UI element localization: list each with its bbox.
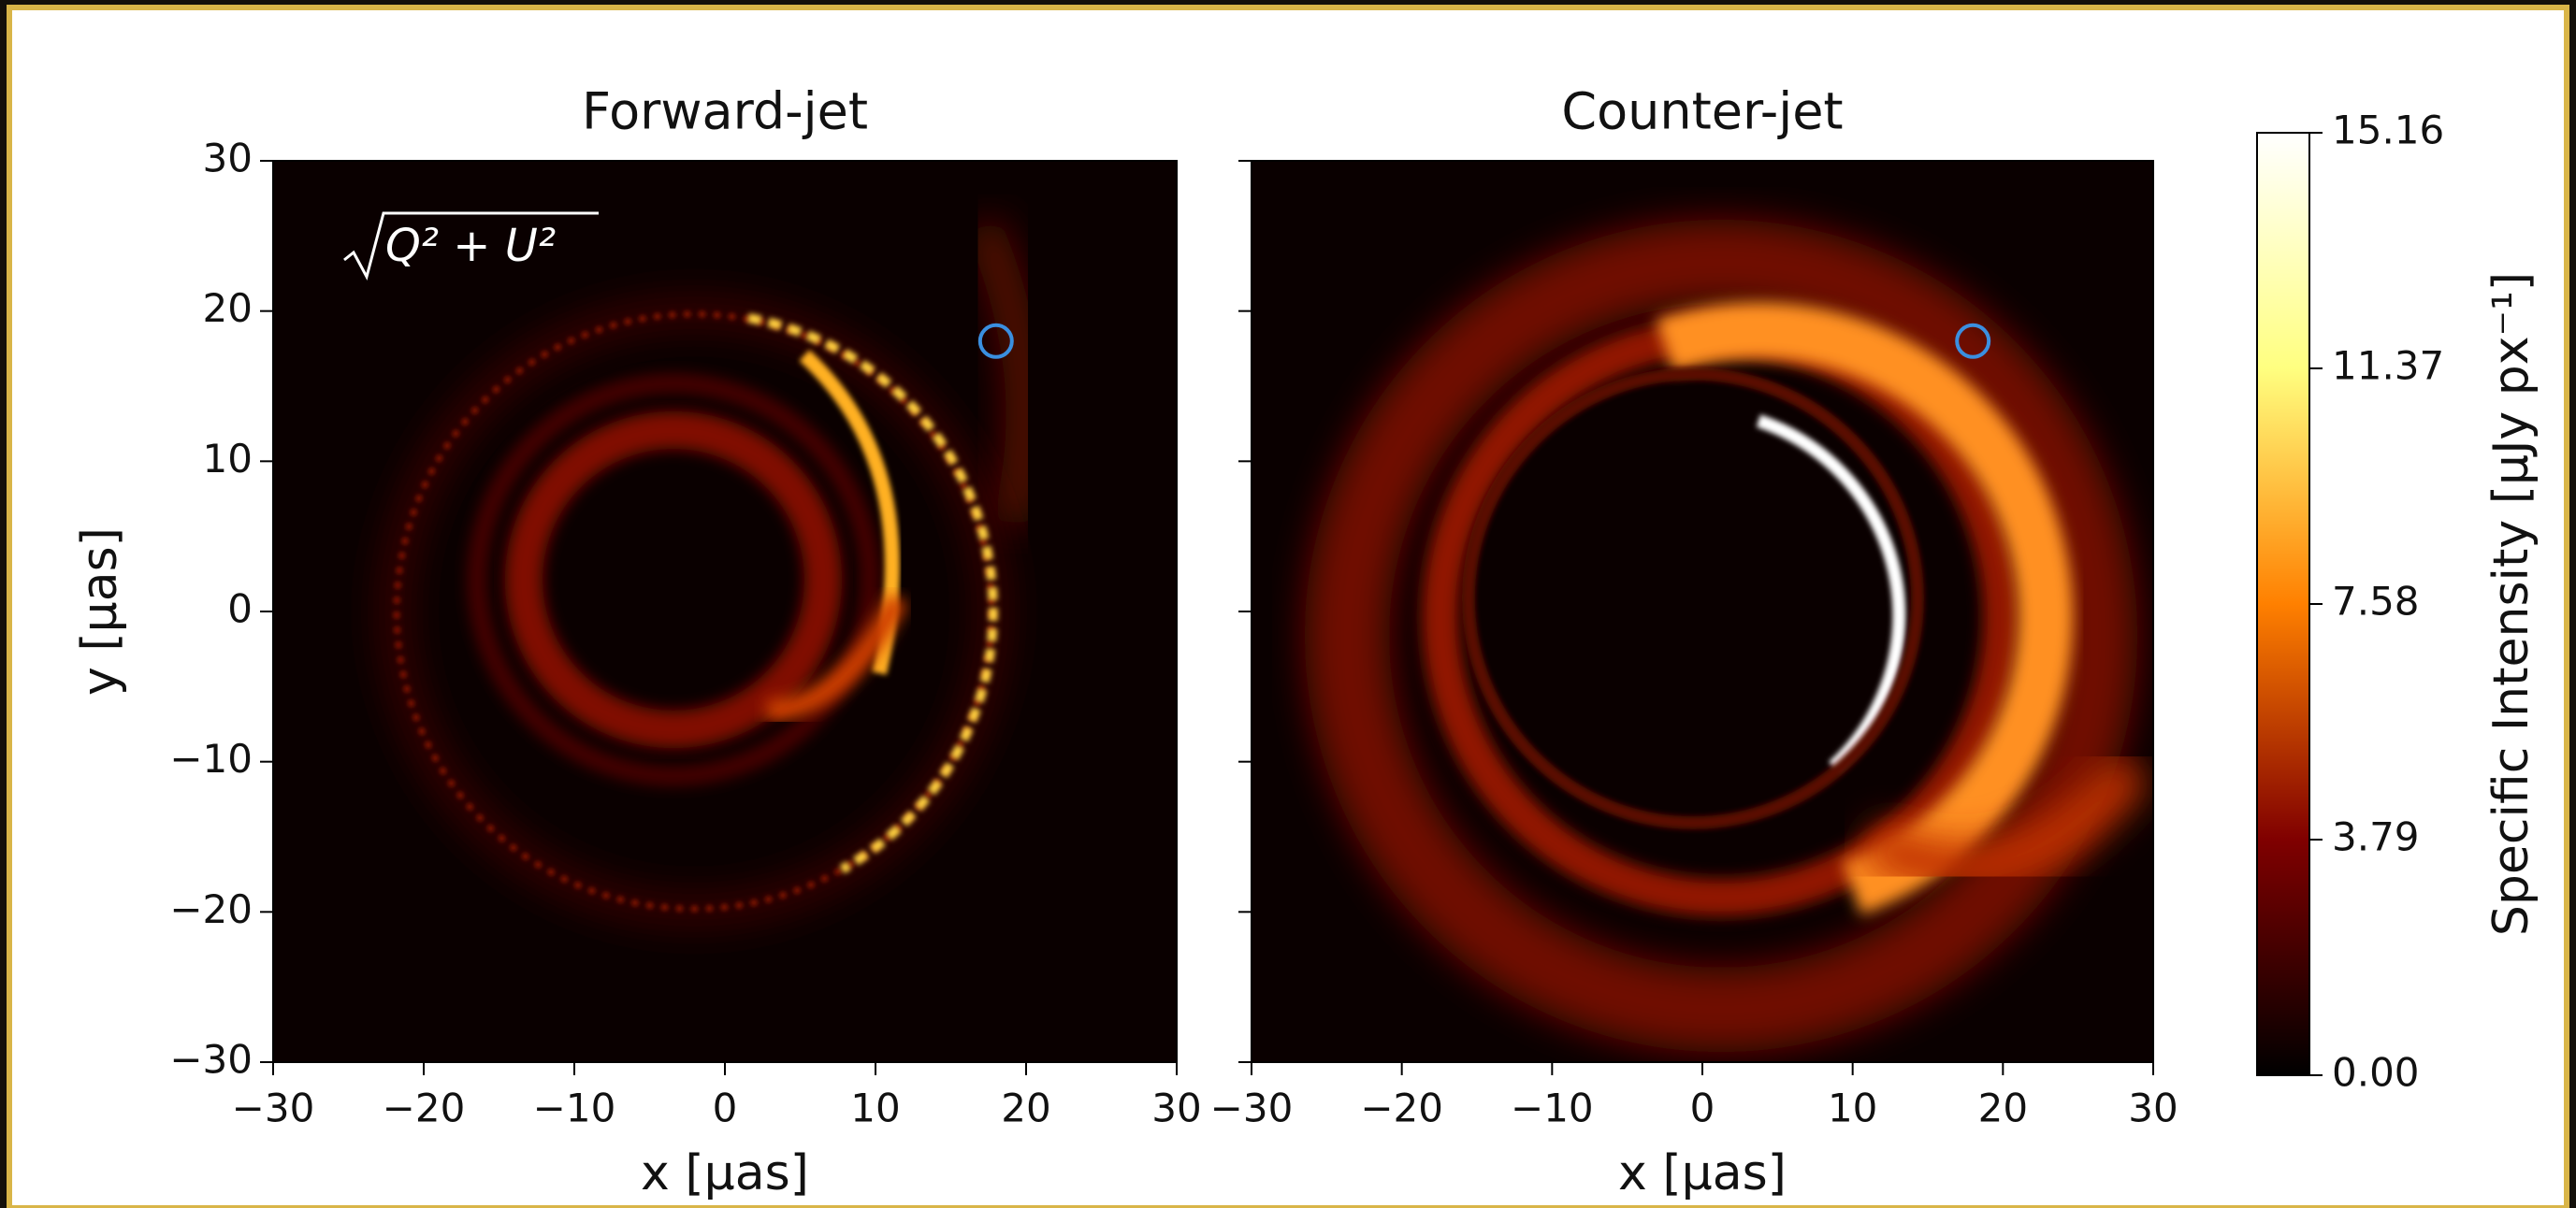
x-tick-label: −10 — [533, 1086, 616, 1131]
y-tick-label: 20 — [203, 285, 253, 331]
x-tick-label: 20 — [1001, 1086, 1050, 1131]
panel-title: Forward-jet — [582, 82, 868, 141]
y-axis-label: y [μas] — [72, 527, 128, 696]
x-tick-label: −20 — [1360, 1086, 1443, 1131]
x-tick-label: 20 — [1978, 1086, 2028, 1131]
y-tick-label: −10 — [169, 736, 253, 782]
x-tick-label: −30 — [1210, 1086, 1294, 1131]
colorbar-tick-label: 0.00 — [2332, 1050, 2420, 1096]
colorbar — [2256, 132, 2310, 1076]
annotation: Q² + U² — [385, 220, 556, 272]
x-axis-label: x [μas] — [641, 1145, 809, 1201]
radical-sign — [343, 211, 599, 281]
y-tick-label: 30 — [203, 136, 253, 181]
x-tick-label: −20 — [383, 1086, 466, 1131]
x-tick-label: 30 — [1151, 1086, 1201, 1131]
y-tick-label: −30 — [169, 1037, 253, 1083]
x-tick-label: −10 — [1511, 1086, 1594, 1131]
colorbar-tick-label: 7.58 — [2332, 579, 2420, 625]
heatmap-image — [273, 161, 1177, 1062]
marker — [1955, 323, 1991, 359]
x-tick-label: 10 — [850, 1086, 900, 1131]
x-tick-label: 10 — [1828, 1086, 1877, 1131]
x-axis-label: x [μas] — [1618, 1145, 1787, 1201]
colorbar-tick-label: 3.79 — [2332, 814, 2420, 860]
x-tick-label: −30 — [232, 1086, 315, 1131]
colorbar-tick-label: 15.16 — [2332, 108, 2444, 153]
colorbar-label: Specific Intensity [μJy px⁻¹] — [2483, 272, 2540, 936]
y-tick-label: 10 — [203, 436, 253, 482]
heatmap-image — [1252, 161, 2153, 1062]
x-tick-label: 0 — [713, 1086, 738, 1131]
y-tick-label: −20 — [169, 886, 253, 932]
y-tick-label: 0 — [227, 586, 253, 632]
marker — [977, 323, 1014, 359]
x-tick-label: 0 — [1690, 1086, 1715, 1131]
panel-title: Counter-jet — [1561, 82, 1843, 141]
colorbar-tick-label: 11.37 — [2332, 343, 2444, 389]
x-tick-label: 30 — [2128, 1086, 2178, 1131]
